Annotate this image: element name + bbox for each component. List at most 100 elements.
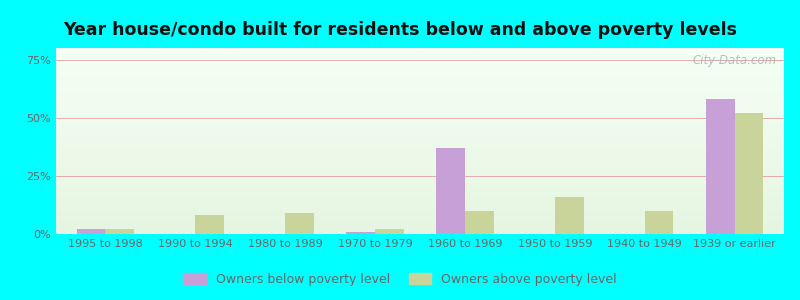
Bar	[56, 78, 784, 79]
Bar	[56, 57, 784, 58]
Bar	[106, 229, 134, 234]
Bar	[56, 97, 784, 98]
Bar	[56, 50, 784, 51]
Bar	[56, 135, 784, 136]
Bar	[56, 89, 784, 90]
Bar	[56, 190, 784, 191]
Bar	[56, 212, 784, 213]
Bar	[56, 180, 784, 181]
Bar	[56, 173, 784, 175]
Bar	[56, 116, 784, 117]
Bar	[56, 124, 784, 125]
Bar	[56, 147, 784, 148]
Bar	[56, 185, 784, 186]
Bar	[56, 140, 784, 141]
Bar	[56, 224, 784, 225]
Bar	[56, 110, 784, 111]
Bar	[56, 202, 784, 203]
Bar	[56, 113, 784, 114]
Bar	[56, 74, 784, 75]
Bar	[56, 62, 784, 63]
Bar	[56, 176, 784, 177]
Bar	[56, 122, 784, 123]
Bar	[56, 55, 784, 56]
Bar	[56, 168, 784, 169]
Bar	[56, 128, 784, 129]
Bar	[56, 144, 784, 145]
Bar	[56, 151, 784, 152]
Bar	[56, 221, 784, 222]
Bar	[56, 159, 784, 160]
Bar	[56, 134, 784, 135]
Bar	[56, 70, 784, 71]
Bar	[56, 207, 784, 208]
Bar	[56, 231, 784, 232]
Bar	[56, 156, 784, 157]
Bar	[56, 210, 784, 211]
Bar	[56, 49, 784, 50]
Bar	[56, 53, 784, 54]
Bar	[195, 215, 224, 234]
Bar	[56, 220, 784, 221]
Bar	[56, 115, 784, 116]
Bar	[56, 56, 784, 57]
Bar	[56, 132, 784, 133]
Bar	[56, 223, 784, 224]
Bar	[56, 68, 784, 69]
Bar	[56, 209, 784, 210]
Bar	[56, 214, 784, 215]
Bar	[56, 191, 784, 192]
Bar	[56, 90, 784, 91]
Bar	[56, 131, 784, 132]
Bar	[56, 54, 784, 55]
Bar	[56, 206, 784, 207]
Bar	[56, 92, 784, 93]
Bar	[56, 158, 784, 159]
Bar	[56, 179, 784, 180]
Bar	[56, 138, 784, 139]
Bar	[56, 171, 784, 172]
Bar	[56, 230, 784, 231]
Bar	[56, 189, 784, 190]
Bar	[56, 77, 784, 78]
Bar	[56, 136, 784, 137]
Bar	[56, 155, 784, 156]
Bar	[555, 197, 583, 234]
Bar	[56, 141, 784, 142]
Bar	[56, 120, 784, 121]
Bar	[56, 69, 784, 70]
Bar	[56, 154, 784, 155]
Bar	[56, 117, 784, 118]
Bar	[56, 84, 784, 85]
Bar	[56, 162, 784, 163]
Bar	[56, 129, 784, 130]
Bar	[56, 80, 784, 82]
Bar	[56, 67, 784, 68]
Bar	[56, 126, 784, 127]
Bar	[56, 107, 784, 108]
Bar	[56, 73, 784, 74]
Bar	[56, 99, 784, 100]
Bar	[56, 215, 784, 216]
Bar	[56, 59, 784, 60]
Bar	[56, 72, 784, 73]
Bar	[56, 112, 784, 113]
Bar	[56, 181, 784, 182]
Bar	[56, 149, 784, 150]
Bar	[56, 86, 784, 87]
Bar	[56, 222, 784, 223]
Bar	[56, 114, 784, 115]
Bar	[56, 183, 784, 184]
Bar	[56, 71, 784, 72]
Bar	[56, 85, 784, 86]
Bar	[346, 232, 375, 234]
Bar	[56, 228, 784, 229]
Bar	[56, 153, 784, 154]
Bar	[56, 208, 784, 209]
Bar	[56, 232, 784, 233]
Bar	[56, 105, 784, 106]
Bar	[56, 226, 784, 227]
Bar	[56, 96, 784, 97]
Bar	[56, 177, 784, 178]
Bar	[56, 193, 784, 194]
